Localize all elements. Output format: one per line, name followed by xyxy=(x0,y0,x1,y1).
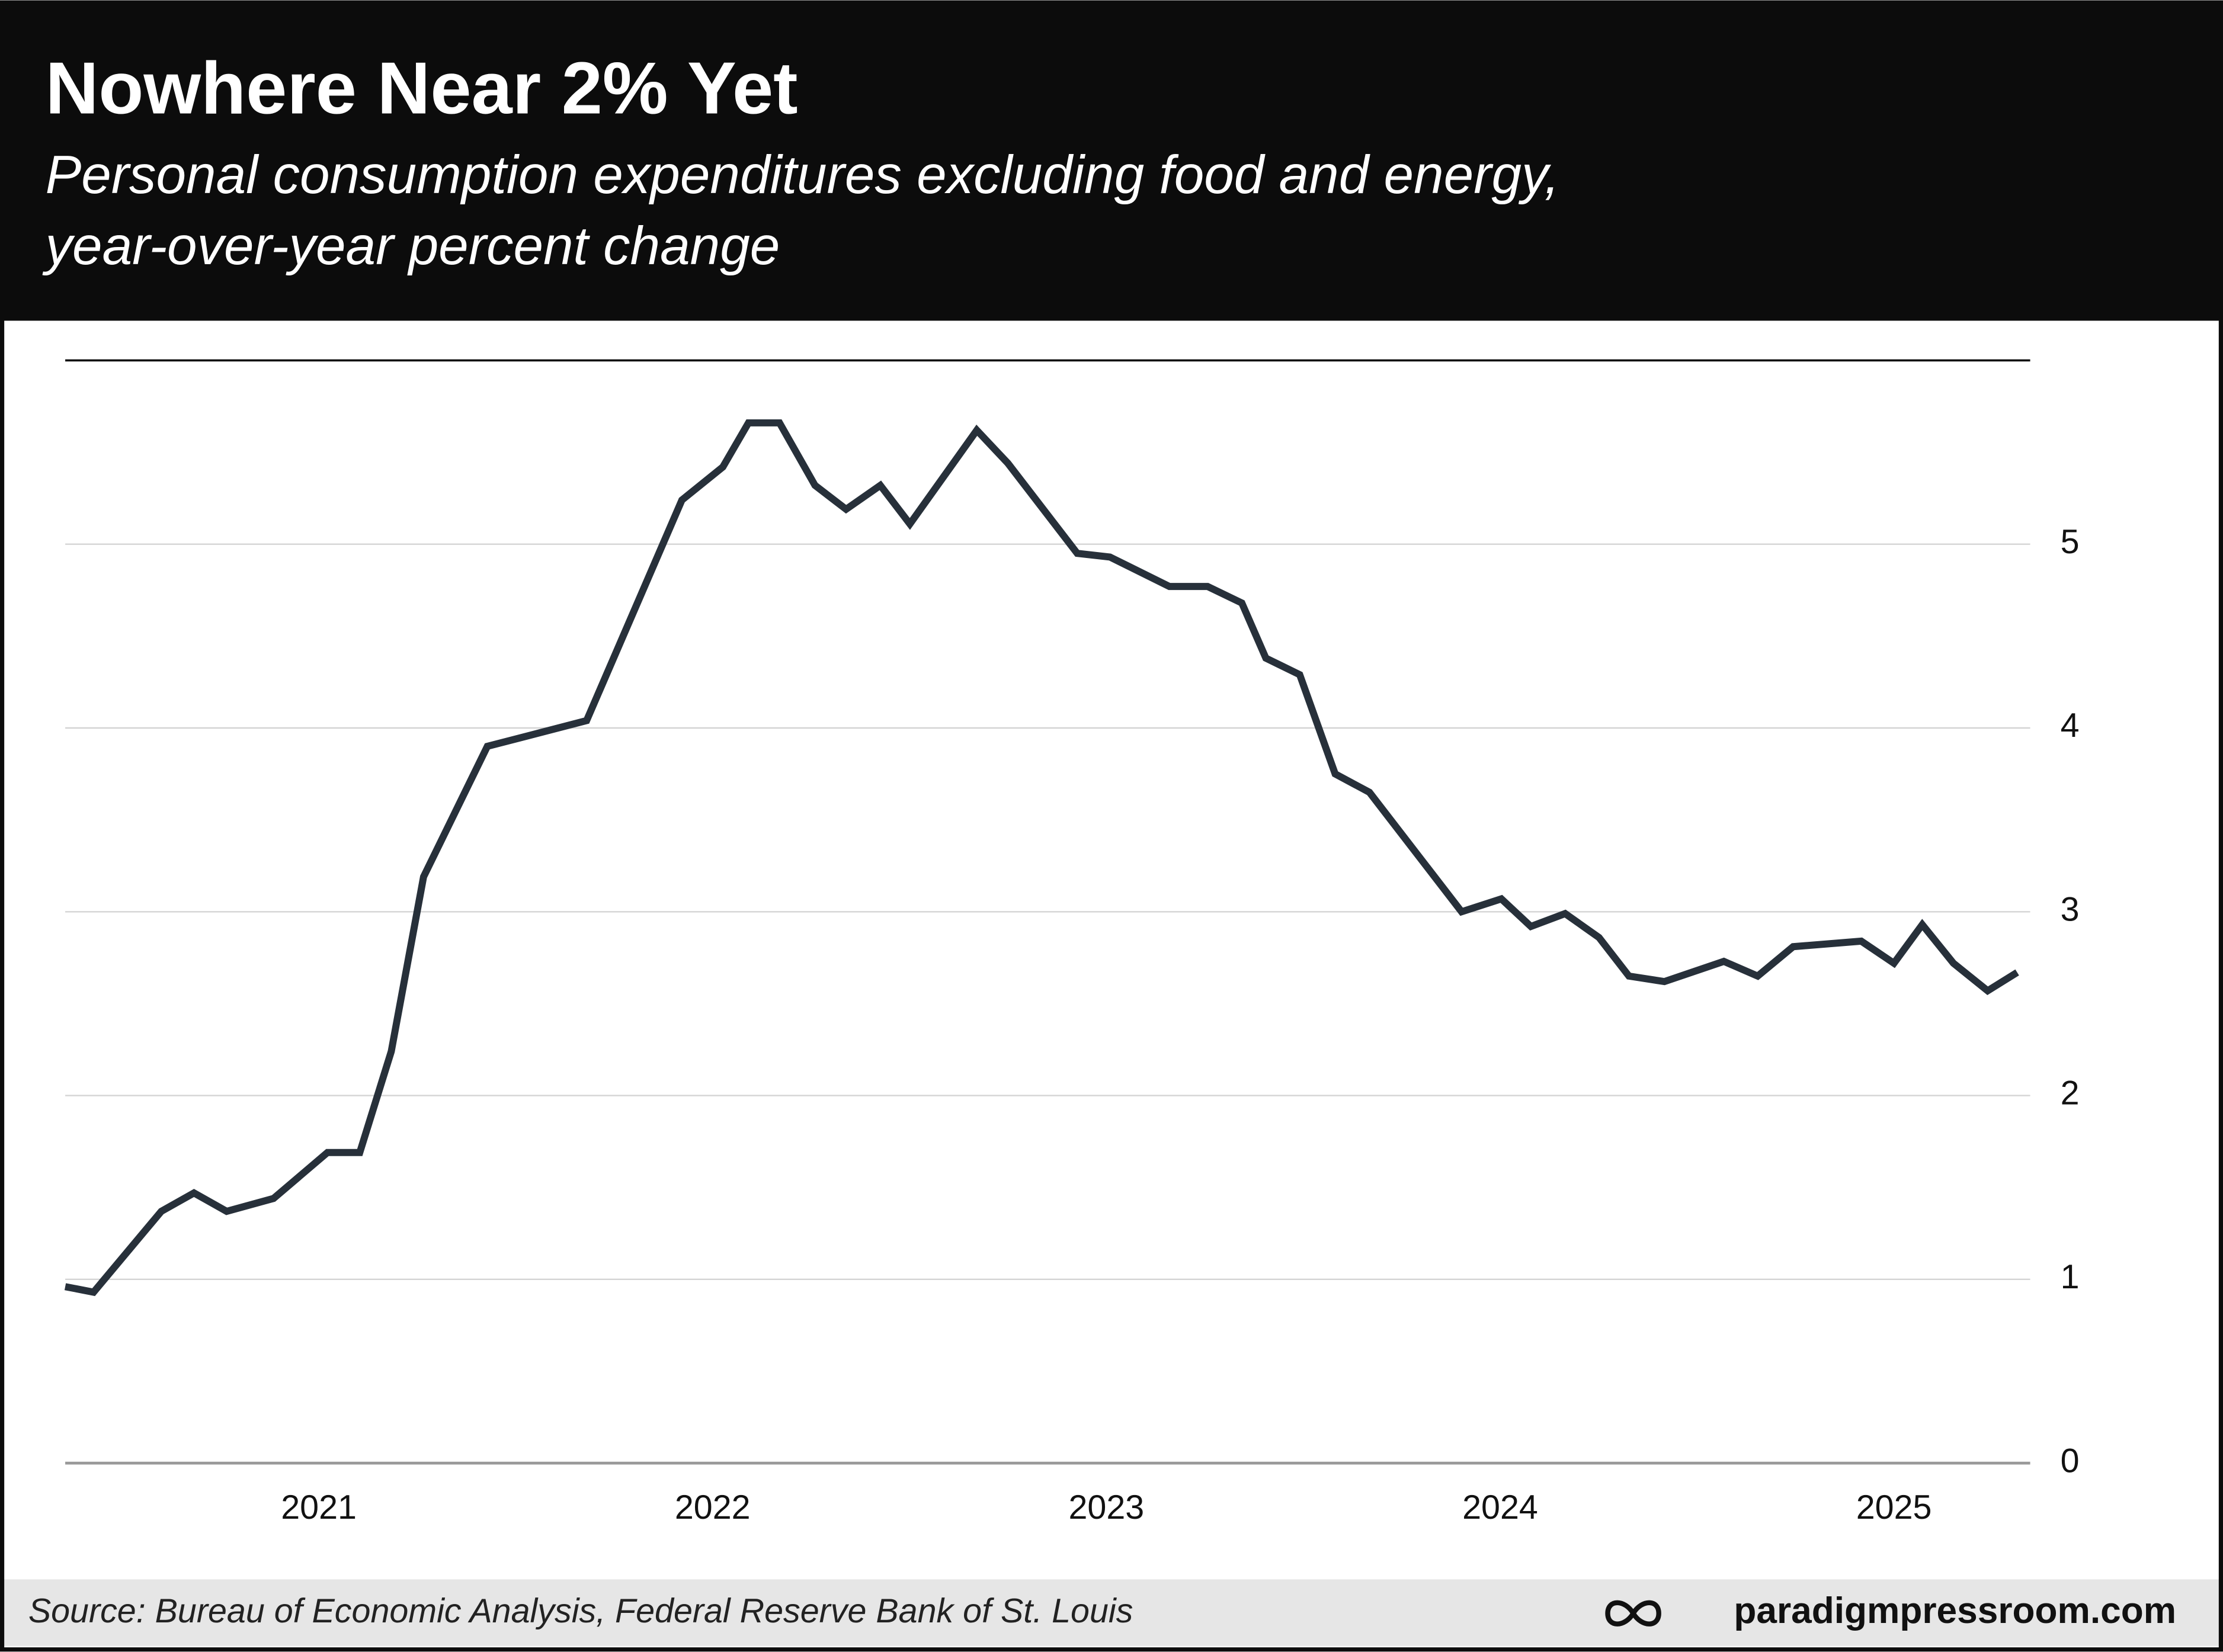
y-tick-label: 1 xyxy=(2061,1258,2080,1296)
chart-subtitle: year-over-year percent change xyxy=(42,216,780,276)
y-tick-label: 2 xyxy=(2061,1074,2080,1112)
y-tick-label: 4 xyxy=(2061,707,2080,745)
y-tick-label: 3 xyxy=(2061,890,2080,928)
brand: paradigmpressroom.com xyxy=(1734,1590,2176,1631)
header xyxy=(0,0,2223,321)
y-tick-label: 0 xyxy=(2061,1442,2080,1480)
x-tick-label: 2022 xyxy=(675,1489,751,1526)
source: Source: Bureau of Economic Analysis, Fed… xyxy=(28,1592,1133,1630)
series-line xyxy=(64,419,2019,1297)
chart-title: Nowhere Near 2% Yet xyxy=(46,47,798,129)
x-tick-label: 2024 xyxy=(1462,1489,1538,1526)
x-tick-label: 2023 xyxy=(1068,1489,1144,1526)
x-tick-label: 2021 xyxy=(281,1489,357,1526)
brand-logo xyxy=(1605,1600,1661,1627)
x-tick-label: 2025 xyxy=(1856,1489,1932,1526)
footer xyxy=(4,1579,2219,1646)
chart-subtitle: Personal consumption expenditures exclud… xyxy=(46,145,1559,205)
y-tick-label: 5 xyxy=(2061,523,2080,561)
